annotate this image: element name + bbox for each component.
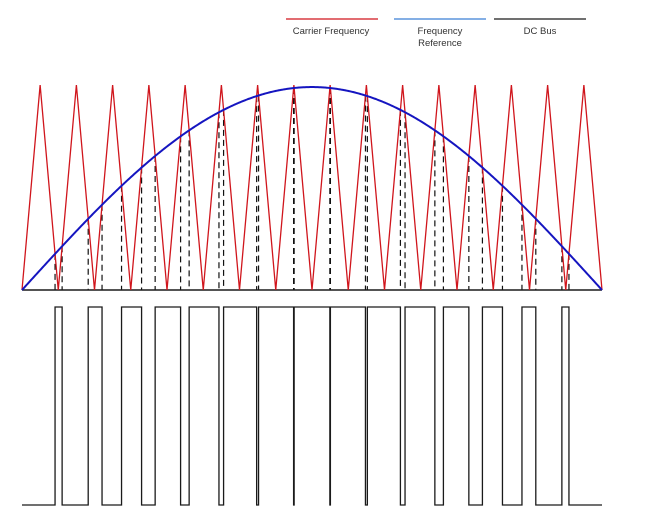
- legend-dcbus-label: DC Bus: [524, 26, 557, 37]
- dc-bus-output: [22, 306, 602, 506]
- legend-reference-label-line1: Frequency: [418, 26, 463, 37]
- legend-reference-label-line2: Reference: [418, 38, 462, 49]
- legend: Carrier Frequency Frequency Reference DC…: [286, 18, 586, 49]
- frequency-reference-wave: [21, 86, 603, 291]
- legend-carrier-label: Carrier Frequency: [293, 26, 370, 37]
- dc-bus-pwm-pulse-train: [22, 306, 602, 506]
- crossing-markers: [54, 88, 570, 290]
- carrier-frequency-wave: [21, 84, 603, 291]
